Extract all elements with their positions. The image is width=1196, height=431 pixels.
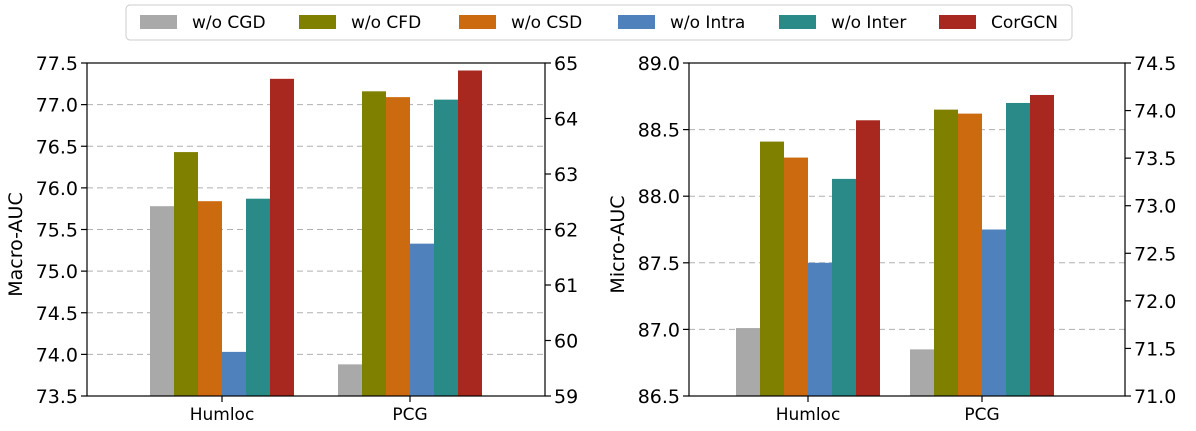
legend-swatch xyxy=(140,15,177,29)
bar xyxy=(832,178,856,396)
legend-label: w/o CGD xyxy=(192,13,266,33)
legend-label: w/o CSD xyxy=(511,13,582,33)
bar xyxy=(958,113,982,396)
y-tick-label: 76.5 xyxy=(36,136,78,158)
y2-tick-label: 72.5 xyxy=(1134,243,1176,265)
bar xyxy=(434,99,458,396)
bar xyxy=(910,349,934,396)
bar xyxy=(362,91,386,397)
y-tick-label: 75.0 xyxy=(36,261,78,283)
y2-tick-label: 61 xyxy=(554,275,578,297)
bar xyxy=(386,97,410,396)
y-tick-label: 87.5 xyxy=(638,253,680,275)
y-axis-label: Micro-AUC xyxy=(607,195,629,293)
x-tick-label: Humloc xyxy=(776,405,841,425)
legend: w/o CGD w/o CFD w/o CSD w/o Intra w/o Inter C… xyxy=(125,4,1073,41)
macro-auc-chart: 73.5 74.0 74.5 75.0 75.5 76.0 76.5 77.0 77.5 59 60… xyxy=(5,53,578,425)
bar xyxy=(982,229,1006,396)
y2-tick-label: 71.0 xyxy=(1134,386,1176,408)
bar xyxy=(150,206,174,396)
y-tick-label: 87.0 xyxy=(638,319,680,341)
y2-tick-label: 60 xyxy=(554,331,578,353)
y-tick-label: 86.5 xyxy=(638,386,680,408)
bar xyxy=(458,70,482,397)
y-axis-label: Macro-AUC xyxy=(5,192,27,296)
y2-tick-label: 74.0 xyxy=(1134,101,1176,123)
legend-label: w/o Intra xyxy=(670,13,745,33)
y2-tick-label: 65 xyxy=(554,53,578,75)
bar xyxy=(1006,102,1030,397)
y-tick-label: 74.0 xyxy=(36,344,78,366)
y2-tick-label: 62 xyxy=(554,220,578,242)
y2-tick-label: 72.0 xyxy=(1134,291,1176,313)
y2-tick-label: 73.0 xyxy=(1134,196,1176,218)
y-tick-label: 88.5 xyxy=(638,120,680,142)
y2-tick-label: 74.5 xyxy=(1134,53,1176,75)
bar xyxy=(736,328,760,396)
bar xyxy=(246,198,270,396)
y-tick-label: 77.5 xyxy=(36,53,78,75)
micro-auc-chart: 86.5 87.0 87.5 88.0 88.5 89.0 71.0 71.5 72.0 72.5… xyxy=(607,53,1176,425)
legend-swatch xyxy=(618,15,655,29)
y2-tick-label: 71.5 xyxy=(1134,338,1176,360)
legend-swatch xyxy=(299,15,336,29)
legend-label: w/o Inter xyxy=(831,13,906,33)
legend-swatch xyxy=(939,15,976,29)
y-tick-label: 76.0 xyxy=(36,178,78,200)
y2-tick-label: 59 xyxy=(554,386,578,408)
y-tick-label: 73.5 xyxy=(36,386,78,408)
y2-tick-label: 63 xyxy=(554,164,578,186)
bar xyxy=(198,201,222,396)
bar xyxy=(856,120,880,396)
bar xyxy=(760,141,784,396)
bar xyxy=(934,109,958,397)
y-tick-label: 89.0 xyxy=(638,53,680,75)
y-tick-label: 75.5 xyxy=(36,220,78,242)
legend-label: CorGCN xyxy=(991,13,1058,33)
y-tick-label: 77.0 xyxy=(36,95,78,117)
bar xyxy=(222,351,246,396)
legend-swatch xyxy=(779,15,816,29)
bar xyxy=(410,243,434,396)
y-tick-label: 74.5 xyxy=(36,303,78,325)
bar xyxy=(1030,94,1054,396)
legend-swatch xyxy=(459,15,496,29)
plot-frame xyxy=(688,62,1126,397)
bar xyxy=(338,364,362,396)
bar xyxy=(270,78,294,396)
legend-box xyxy=(125,4,1073,41)
bar xyxy=(174,152,198,396)
y-tick-label: 88.0 xyxy=(638,186,680,208)
y2-tick-label: 73.5 xyxy=(1134,148,1176,170)
y2-tick-label: 64 xyxy=(554,109,578,131)
x-tick-label: PCG xyxy=(392,405,427,425)
bar xyxy=(808,262,832,396)
bar xyxy=(784,157,808,396)
legend-label: w/o CFD xyxy=(351,13,421,33)
x-tick-label: Humloc xyxy=(190,405,255,425)
x-tick-label: PCG xyxy=(964,405,999,425)
